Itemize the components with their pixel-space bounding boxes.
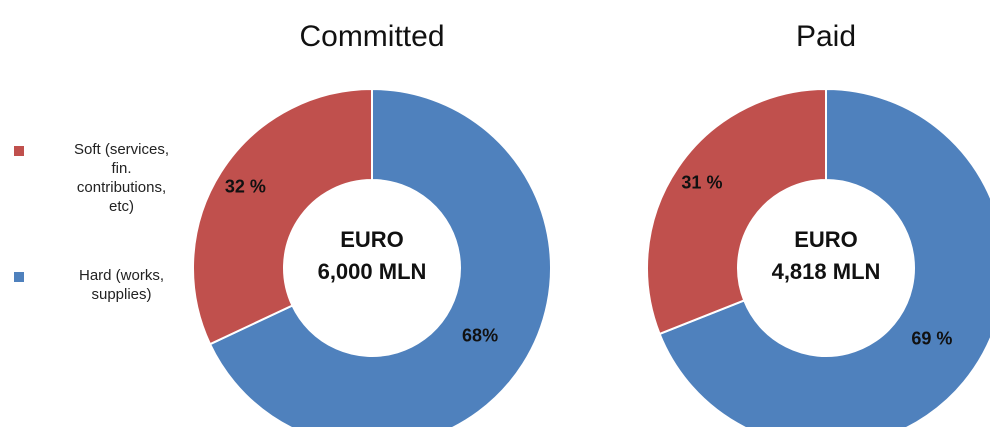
donut-slice xyxy=(658,87,990,427)
legend-swatch xyxy=(14,272,24,282)
legend-label: Soft (services, fin. contributions, etc) xyxy=(73,141,170,215)
value-label: 31 % xyxy=(681,172,722,192)
legend-label: Hard (works, supplies) xyxy=(78,267,164,303)
chart-title: Committed xyxy=(299,20,444,53)
donut-slice xyxy=(646,87,827,336)
donut-slice xyxy=(192,87,373,346)
legend-swatch xyxy=(14,146,24,156)
center-label: EURO xyxy=(794,227,858,252)
value-label: 32 % xyxy=(225,176,266,196)
value-label: 68% xyxy=(462,325,498,345)
chart-title: Paid xyxy=(796,20,856,53)
center-label: 4,818 MLN xyxy=(772,259,881,284)
value-label: 69 % xyxy=(911,329,952,349)
donut-slice xyxy=(208,87,552,427)
center-label: EURO xyxy=(340,227,404,252)
center-label: 6,000 MLN xyxy=(318,259,427,284)
